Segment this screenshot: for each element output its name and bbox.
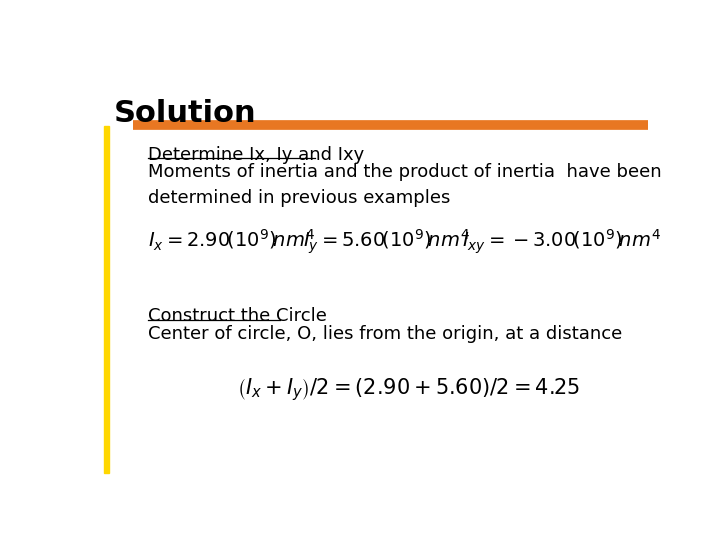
Bar — [104, 126, 109, 473]
Text: $I_x = 2.90\!\left(10^9\right)\!nm^4$: $I_x = 2.90\!\left(10^9\right)\!nm^4$ — [148, 228, 315, 253]
Text: Construct the Circle: Construct the Circle — [148, 307, 327, 325]
Text: $\left(I_x + I_y\right)/2 = (2.90 + 5.60)/2 = 4.25$: $\left(I_x + I_y\right)/2 = (2.90 + 5.60… — [238, 377, 580, 403]
Text: Moments of inertia and the product of inertia  have been
determined in previous : Moments of inertia and the product of in… — [148, 164, 662, 207]
Text: Determine Ix, Iy and Ixy: Determine Ix, Iy and Ixy — [148, 146, 364, 164]
Text: Solution: Solution — [113, 99, 256, 129]
Text: Center of circle, O, lies from the origin, at a distance: Center of circle, O, lies from the origi… — [148, 325, 622, 343]
Text: $I_y = 5.60\!\left(10^9\right)\!nm^4$: $I_y = 5.60\!\left(10^9\right)\!nm^4$ — [303, 228, 470, 256]
Text: $I_{xy} = -3.00\!\left(10^9\right)\!nm^4$: $I_{xy} = -3.00\!\left(10^9\right)\!nm^4… — [462, 228, 661, 256]
